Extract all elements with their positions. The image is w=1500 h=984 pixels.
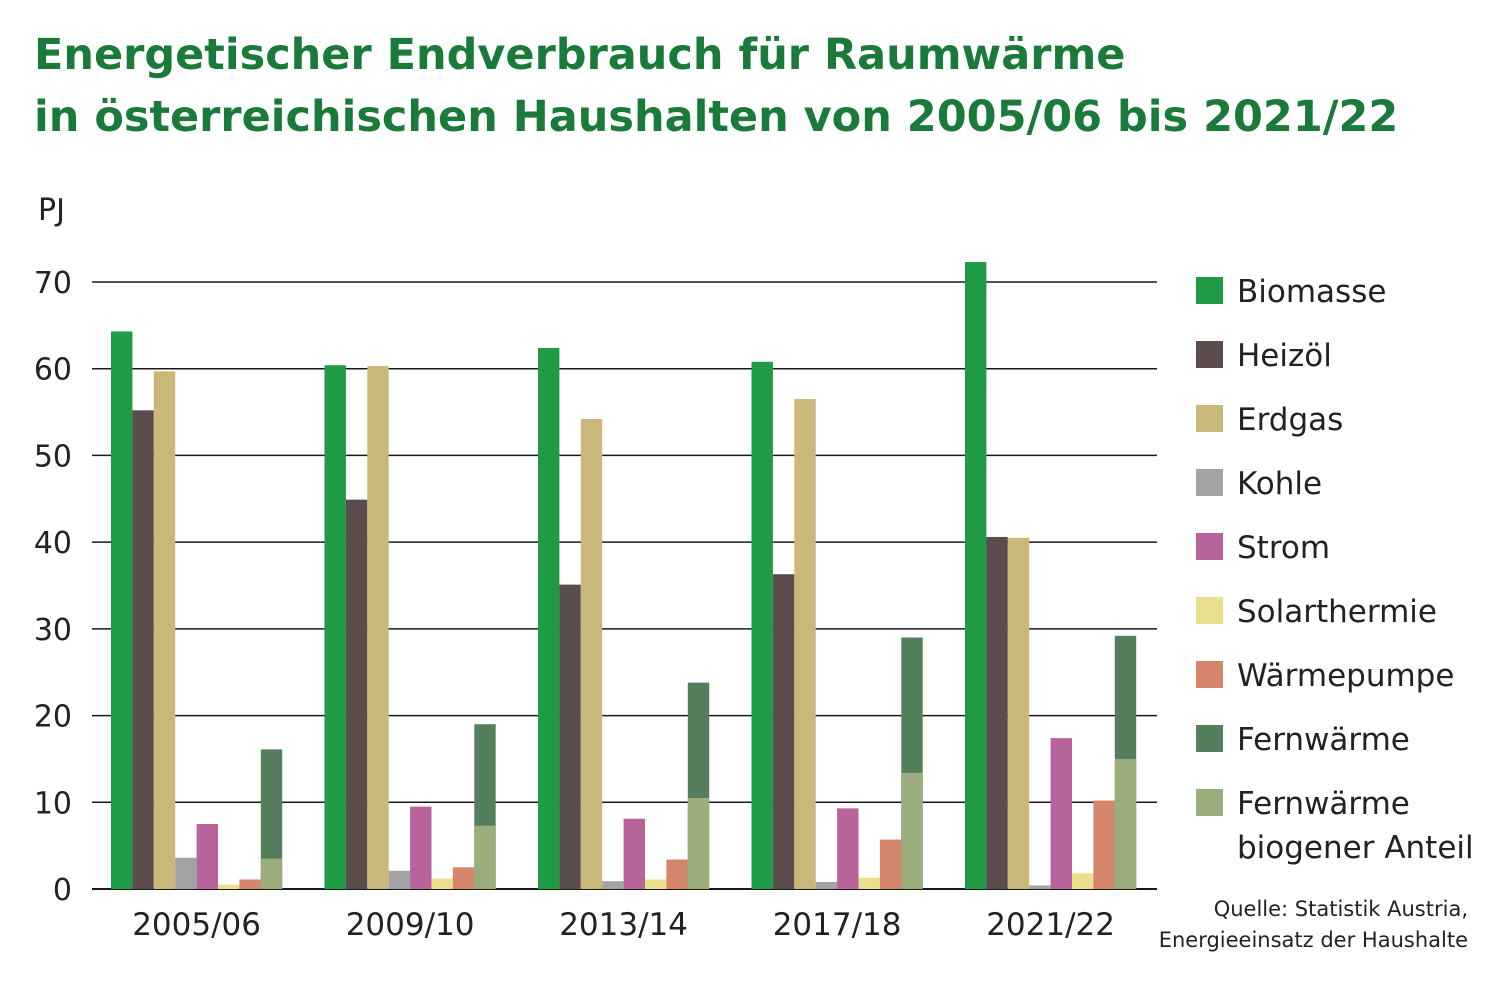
bar-kohle-2021-22 <box>1029 885 1051 889</box>
y-tick-label: 70 <box>34 266 72 301</box>
bar-erdgas-2005-06 <box>153 371 176 890</box>
bar-biomasse-2009-10 <box>324 365 346 889</box>
bar-solarthermie-2005-06 <box>218 884 240 889</box>
bar-strom-2021-22 <box>1050 738 1072 889</box>
y-tick-label: 60 <box>34 353 72 388</box>
bar-strom-2005-06 <box>196 823 218 889</box>
y-axis-unit: PJ <box>38 193 65 228</box>
legend: Biomasse Heizöl Erdgas Kohle Strom Solartherm… <box>1196 274 1474 866</box>
bar-erdgas-2021-22 <box>1007 537 1030 889</box>
chart-title-line-1: Energetischer Endverbrauch für Raumwärme <box>34 30 1126 80</box>
legend-swatch <box>1196 661 1223 688</box>
bar-biomasse-2017-18 <box>751 361 773 890</box>
legend-swatch <box>1196 725 1223 752</box>
legend-label: Fernwärme <box>1237 786 1410 822</box>
bar-wärmepumpe-2017-18 <box>879 839 902 889</box>
chart-title-line-2: in österreichischen Haushalten von 2005/… <box>34 92 1399 142</box>
y-tick-label: 40 <box>34 526 72 561</box>
bar-solarthermie-2021-22 <box>1072 873 1094 889</box>
bar-fernwärme-biogener-anteil-2013-14 <box>687 797 710 889</box>
x-tick-label: 2017/18 <box>773 907 902 943</box>
bar-heizöl-2021-22 <box>986 536 1008 889</box>
bar-kohle-2005-06 <box>175 857 197 889</box>
y-tick-label: 50 <box>34 439 72 474</box>
legend-label: Erdgas <box>1237 402 1343 438</box>
bars <box>111 262 1137 890</box>
bar-heizöl-2017-18 <box>772 574 795 889</box>
legend-swatch <box>1196 789 1223 816</box>
bar-kohle-2017-18 <box>815 882 838 889</box>
legend-swatch <box>1196 277 1223 304</box>
bar-fernwärme-2005-06 <box>260 749 283 889</box>
bar-biomasse-2021-22 <box>965 262 987 889</box>
bar-fernwärme-biogener-anteil-2009-10 <box>474 825 496 889</box>
y-tick-label: 10 <box>34 786 72 821</box>
y-axis-ticks: 0 10 20 30 40 50 60 70 <box>34 266 72 908</box>
legend-swatch <box>1196 597 1223 624</box>
bar-solarthermie-2017-18 <box>858 877 880 889</box>
legend-label: Fernwärme <box>1237 722 1410 758</box>
bar-fernwärme-biogener-anteil-2005-06 <box>260 858 283 889</box>
legend-swatch <box>1196 405 1223 432</box>
legend-swatch <box>1196 341 1223 368</box>
legend-label: Solarthermie <box>1237 594 1437 630</box>
legend-label: biogener Anteil <box>1237 830 1474 866</box>
bar-heizöl-2005-06 <box>132 410 154 889</box>
bar-fernwärme-biogener-anteil-2021-22 <box>1114 758 1137 889</box>
bar-wärmepumpe-2021-22 <box>1093 800 1115 889</box>
x-axis-ticks: 2005/06 2009/10 2013/14 2017/18 2021/22 <box>132 907 1115 943</box>
x-tick-label: 2005/06 <box>132 907 261 943</box>
bar-strom-2017-18 <box>837 808 859 889</box>
bar-heizöl-2013-14 <box>559 584 581 889</box>
x-tick-label: 2009/10 <box>346 907 475 943</box>
bar-strom-2013-14 <box>623 818 645 889</box>
bar-kohle-2009-10 <box>388 870 411 889</box>
bar-fernwärme-biogener-anteil-2017-18 <box>901 772 923 889</box>
bar-solarthermie-2009-10 <box>431 878 453 889</box>
legend-label: Biomasse <box>1237 274 1386 310</box>
bar-erdgas-2009-10 <box>367 366 389 889</box>
x-tick-label: 2021/22 <box>986 907 1115 943</box>
y-tick-label: 30 <box>34 613 72 648</box>
bar-kohle-2013-14 <box>602 881 624 889</box>
legend-swatch <box>1196 533 1223 560</box>
bar-heizöl-2009-10 <box>345 499 368 889</box>
x-tick-label: 2013/14 <box>559 907 688 943</box>
legend-label: Wärmepumpe <box>1237 658 1454 694</box>
source-line-2: Energieeinsatz der Haushalte <box>1158 928 1468 952</box>
bar-biomasse-2013-14 <box>538 347 560 890</box>
bar-wärmepumpe-2009-10 <box>452 867 475 889</box>
bar-wärmepumpe-2013-14 <box>666 859 688 889</box>
bar-strom-2009-10 <box>410 806 432 889</box>
bar-biomasse-2005-06 <box>111 331 133 890</box>
y-tick-label: 20 <box>34 700 72 735</box>
bar-solarthermie-2013-14 <box>645 879 667 889</box>
bar-erdgas-2013-14 <box>580 419 603 889</box>
y-tick-label: 0 <box>53 873 72 908</box>
legend-swatch <box>1196 469 1223 496</box>
legend-label: Strom <box>1237 530 1330 566</box>
bar-wärmepumpe-2005-06 <box>239 879 261 889</box>
legend-label: Kohle <box>1237 466 1322 502</box>
legend-label: Heizöl <box>1237 338 1332 374</box>
source-line-1: Quelle: Statistik Austria, <box>1213 897 1468 921</box>
bar-erdgas-2017-18 <box>794 399 816 889</box>
